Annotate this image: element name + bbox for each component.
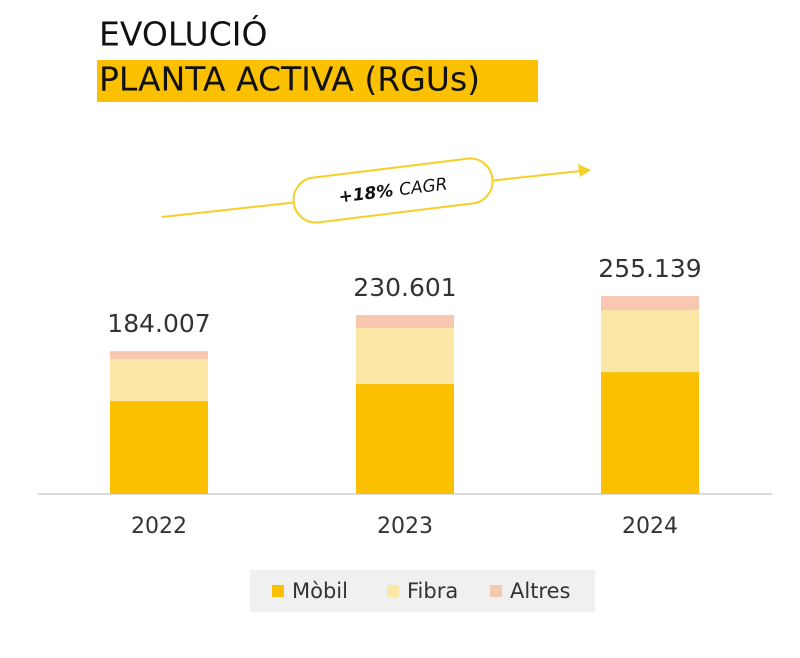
legend-label: Mòbil	[292, 579, 348, 603]
legend-label: Fibra	[407, 579, 458, 603]
total-label: 184.007	[107, 309, 210, 338]
legend	[250, 570, 595, 612]
bar-segment	[356, 315, 454, 329]
chart-subtitle: PLANTA ACTIVA (RGUs)	[99, 60, 480, 99]
bar-segment	[356, 384, 454, 494]
bar-segment	[110, 351, 208, 360]
bar-segment	[110, 401, 208, 494]
x-tick-label: 2023	[377, 514, 433, 539]
bar-segment	[356, 328, 454, 385]
legend-label: Altres	[510, 579, 570, 603]
legend-swatch	[272, 585, 284, 597]
cagr-arrow: +18% CAGR	[161, 157, 591, 224]
subtitle-highlight	[97, 60, 538, 102]
cagr-pill: +18% CAGR	[292, 157, 494, 224]
x-tick-label: 2024	[622, 514, 678, 539]
legend-swatch	[387, 585, 399, 597]
bar-segment	[601, 296, 699, 311]
chart-title: EVOLUCIÓ	[99, 14, 267, 54]
bar-segment	[601, 310, 699, 373]
bar-segment	[601, 372, 699, 494]
x-tick-label: 2022	[131, 514, 187, 539]
legend-swatch	[490, 585, 502, 597]
total-label: 255.139	[598, 254, 701, 283]
pill-box	[292, 157, 494, 224]
total-label: 230.601	[353, 273, 456, 302]
arrow-head	[578, 164, 591, 177]
bar-segment	[110, 359, 208, 402]
